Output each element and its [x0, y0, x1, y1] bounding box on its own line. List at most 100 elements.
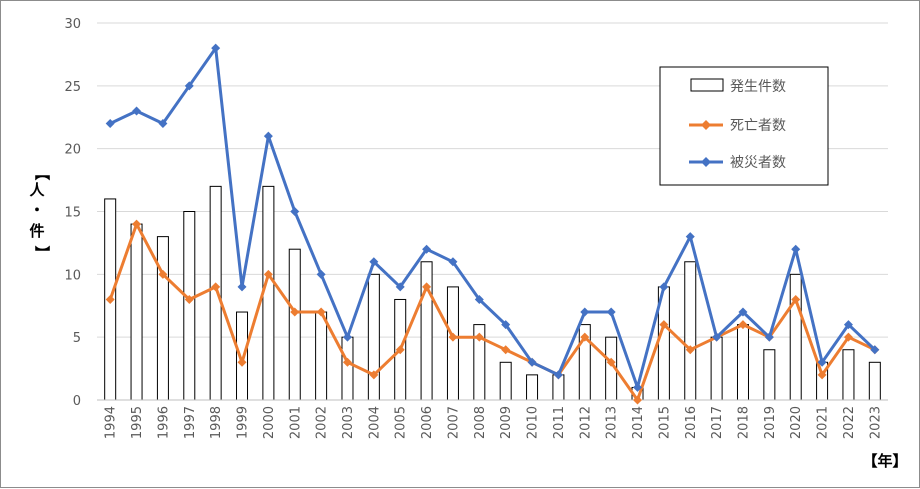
x-tick-label: 1996	[156, 406, 171, 439]
bar	[236, 311, 249, 401]
y-axis-title-char-5: 】	[33, 245, 51, 260]
y-tick-label: 20	[64, 143, 81, 158]
data-point	[158, 119, 168, 129]
data-point	[237, 357, 247, 367]
bar	[288, 248, 301, 401]
x-tick-label: 2010	[526, 406, 541, 439]
x-axis-ticks: 1994 1995 1996 1997 1998 1999 2000 2001 2002 2003…	[104, 406, 884, 439]
x-tick-label: 2002	[315, 406, 330, 439]
bar	[526, 374, 539, 401]
bar	[710, 336, 723, 401]
legend-box	[659, 66, 829, 186]
series-line-deaths	[108, 222, 876, 402]
gridlines	[97, 22, 888, 338]
y-tick-label: 15	[64, 206, 81, 221]
data-point	[606, 357, 616, 367]
data-point	[685, 345, 695, 355]
x-tick-label: 2001	[288, 406, 303, 439]
data-point	[580, 332, 590, 342]
data-point	[843, 320, 853, 330]
y-axis-title: 【 人 ・ 件 】	[29, 165, 51, 260]
x-tick-label: 2011	[552, 406, 567, 439]
data-point	[712, 332, 722, 342]
data-point	[263, 131, 273, 141]
data-point	[105, 119, 115, 129]
data-point	[474, 294, 484, 304]
bar	[789, 273, 802, 401]
legend-label-victims: 被災者数	[730, 155, 786, 171]
data-point	[448, 332, 458, 342]
data-point	[105, 294, 115, 304]
legend-bar-swatch	[690, 78, 724, 92]
data-point	[685, 232, 695, 242]
data-point	[633, 395, 643, 405]
bar	[183, 211, 196, 401]
data-point	[395, 282, 405, 292]
data-point	[527, 357, 537, 367]
x-tick-label: 2007	[446, 406, 461, 439]
bar	[341, 336, 354, 401]
bar	[156, 236, 169, 401]
line-series	[105, 43, 880, 405]
data-point	[211, 282, 221, 292]
x-tick-label: 2013	[605, 406, 620, 439]
x-tick-label: 2019	[763, 406, 778, 439]
bar	[684, 261, 697, 401]
y-axis-title-char-4: 件	[29, 222, 44, 240]
data-point	[474, 332, 484, 342]
data-point	[158, 269, 168, 279]
data-point	[316, 307, 326, 317]
data-point	[132, 219, 142, 229]
data-point	[237, 282, 247, 292]
x-tick-label: 2021	[816, 406, 831, 439]
data-point	[501, 345, 511, 355]
x-tick-label: 2023	[868, 406, 883, 439]
bar	[736, 324, 749, 401]
data-point	[791, 244, 801, 254]
x-tick-label: 1999	[236, 406, 251, 439]
bar	[367, 273, 380, 401]
x-tick-label: 2000	[262, 406, 277, 439]
x-tick-label: 2014	[631, 406, 646, 439]
data-point	[211, 43, 221, 53]
data-point	[395, 345, 405, 355]
x-tick-label: 2022	[842, 406, 857, 439]
y-axis-ticks: 0 5 10 15 20 25 30	[64, 17, 81, 409]
data-point	[870, 345, 880, 355]
y-tick-label: 10	[64, 268, 81, 283]
bar	[130, 223, 143, 401]
data-point	[633, 382, 643, 392]
bar	[842, 349, 855, 401]
data-point	[342, 332, 352, 342]
data-point	[606, 307, 616, 317]
y-axis-title-char-3: ・	[29, 201, 44, 219]
x-tick-label: 2017	[710, 406, 725, 439]
bar	[499, 361, 512, 401]
x-tick-label: 2005	[394, 406, 409, 439]
x-tick-label: 2009	[499, 406, 514, 439]
legend-label-deaths: 死亡者数	[730, 118, 786, 134]
bar	[209, 185, 222, 401]
legend: 発生件数 死亡者数 被災者数	[659, 66, 829, 186]
x-tick-label: 1995	[130, 406, 145, 439]
data-point	[132, 106, 142, 116]
x-tick-label: 2012	[578, 406, 593, 439]
data-point	[501, 320, 511, 330]
data-point	[764, 332, 774, 342]
data-point	[369, 370, 379, 380]
y-tick-label: 5	[73, 331, 81, 346]
bar-series	[104, 185, 881, 401]
y-tick-label: 25	[64, 80, 81, 95]
x-tick-label: 1997	[183, 406, 198, 439]
data-point	[316, 269, 326, 279]
x-tick-label: 2008	[473, 406, 488, 439]
data-point	[290, 307, 300, 317]
data-point	[369, 257, 379, 267]
x-tick-label: 2016	[684, 406, 699, 439]
bar	[868, 361, 881, 401]
data-point	[659, 320, 669, 330]
x-tick-label: 2006	[420, 406, 435, 439]
bar	[446, 286, 459, 401]
